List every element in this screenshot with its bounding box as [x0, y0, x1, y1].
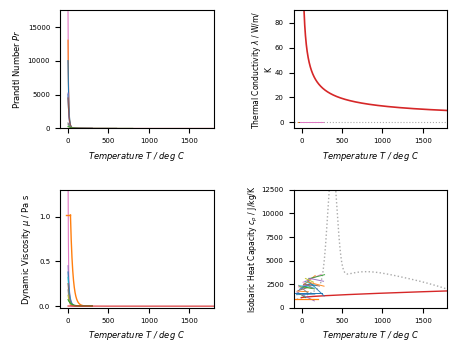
Y-axis label: Isobaric Heat Capacity $c_p$ / J/kg/K: Isobaric Heat Capacity $c_p$ / J/kg/K: [247, 185, 260, 313]
Y-axis label: Thermal Conductivity $\lambda$ / W/m/
K: Thermal Conductivity $\lambda$ / W/m/ K: [250, 10, 273, 129]
X-axis label: Temperature $T$ / deg C: Temperature $T$ / deg C: [89, 150, 185, 163]
X-axis label: Temperature $T$ / deg C: Temperature $T$ / deg C: [322, 329, 419, 342]
Y-axis label: Dynamic Viscosity $\mu$ / Pa s: Dynamic Viscosity $\mu$ / Pa s: [20, 193, 33, 305]
Y-axis label: Prandtl Number $Pr$: Prandtl Number $Pr$: [11, 29, 22, 109]
X-axis label: Temperature $T$ / deg C: Temperature $T$ / deg C: [322, 150, 419, 163]
X-axis label: Temperature $T$ / deg C: Temperature $T$ / deg C: [89, 329, 185, 342]
